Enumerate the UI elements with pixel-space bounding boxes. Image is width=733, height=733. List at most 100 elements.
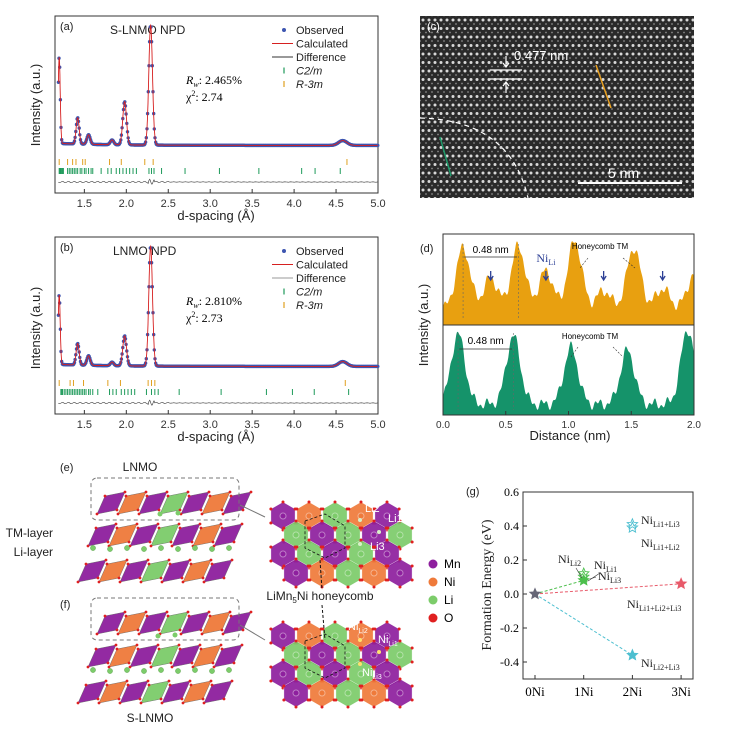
oxygen-atom [294,705,298,709]
arrow-up-icon [502,81,510,93]
site-label-li1: Li1 [388,513,403,525]
chi2-value: χ2: 2.73 [185,310,223,325]
oxygen-atom [187,494,191,498]
oxygen-atom [222,576,226,580]
oxygen-atom [149,544,153,548]
li-atom [175,668,181,674]
li-site [358,662,362,666]
oxygen-atom [295,545,299,549]
cation [305,632,313,640]
oxygen-atom [320,557,324,561]
oxygen-atom [386,564,390,568]
oxygen-atom [372,677,376,681]
x-tick-label: 1.5 [77,419,92,431]
legend-observed-label: Observed [296,246,344,258]
chi-superscript: 2 [191,89,195,98]
oxygen-atom [118,701,122,705]
cation [396,651,404,659]
oxygen-atom [147,562,151,566]
oxygen-atom [207,610,211,614]
oxygen-atom [397,627,401,631]
oxygen-atom [202,701,206,705]
chi-symbol: χ [185,90,192,104]
x-tick-label: 3.0 [203,198,218,210]
oxygen-atom [76,580,80,584]
ni-li-label: NiLi [536,251,556,267]
panel-label-c: (c) [427,21,440,33]
oxygen-atom [167,679,171,683]
ni-li-arrow-icon [600,271,607,282]
x-axis-title-d: Distance (nm) [530,428,611,443]
oxygen-atom [209,679,213,683]
x-axis-b: 1.5 2.0 2.5 3.0 3.5 4.0 4.5 5.0 [77,410,386,431]
legend-li-label: Li [444,593,453,607]
rw-subscript: w [193,80,199,89]
x-tick-label: 4.5 [328,198,343,210]
oxygen-atom [398,585,402,589]
connector-line [239,504,266,518]
x-tick-label: 2.5 [161,198,176,210]
rw-symbol: R [185,73,194,87]
oxygen-atom [360,684,364,688]
oxygen-atom [359,658,363,662]
ni-sub: Li3 [372,674,381,681]
oxygen-atom [96,697,100,701]
oxygen-atom [159,697,163,701]
li-atom [226,545,232,551]
li-atom [209,546,215,552]
oxygen-atom [334,684,338,688]
lattice-spacing-label: 0.477 nm [514,48,568,63]
oxygen-atom [123,490,127,494]
oxygen-atom [104,558,108,562]
cation [318,689,326,697]
x-tick-label: 0.0 [436,420,450,431]
orange-stacking-line [595,64,612,109]
cation [357,512,365,520]
oxygen-atom [211,661,215,665]
structure-title-s-lnmo: S-LNMO [127,711,174,725]
oxygen-atom [220,526,224,530]
oxygen-atom [334,564,338,568]
oxygen-atom [145,614,149,618]
oxygen-atom [210,683,214,687]
oxygen-atom [135,522,139,526]
oxygen-atom [308,526,312,530]
oxygen-atom [199,526,203,530]
oxygen-atom [117,697,121,701]
legend-c2m-label: C2/m [296,287,322,299]
oxygen-atom [308,564,312,568]
oxygen-atom [146,558,150,562]
oxygen-atom [282,578,286,582]
oxygen-atom [189,562,193,566]
oxygen-atom [123,610,127,614]
chi2-value: χ2: 2.74 [185,89,223,104]
oxygen-atom [116,512,120,516]
oxygen-atom [106,661,110,665]
panel-label-a: (a) [60,21,73,33]
oxygen-atom [308,578,312,582]
ni-sub: Li2 [358,628,367,635]
arrow-down-icon [502,56,510,68]
oxygen-atom [307,538,311,542]
oxygen-atom [410,564,414,568]
ni-base: Ni [558,552,571,566]
oxygen-atom [360,646,364,650]
oxygen-atom [281,620,285,624]
oxygen-atom [115,526,119,530]
ni-sub: Li1+Li2+Li3 [639,604,681,613]
oxygen-atom [308,684,312,688]
honeycomb-label-top: Honeycomb TM [572,242,629,251]
oxygen-atom [199,647,203,651]
oxygen-atom [198,643,202,647]
x-tick-label: 1.5 [77,198,92,210]
oxygen-atom [294,639,298,643]
oxygen-atom [211,540,215,544]
ni-base: Ni [594,558,607,572]
cation [370,689,378,697]
plot-frame [522,491,694,680]
oxygen-atom [147,683,151,687]
oxygen-atom [228,610,232,614]
ni-base: Ni [641,513,654,527]
x-tick-label: 3.0 [203,419,218,431]
oxygen-atom [179,632,183,636]
